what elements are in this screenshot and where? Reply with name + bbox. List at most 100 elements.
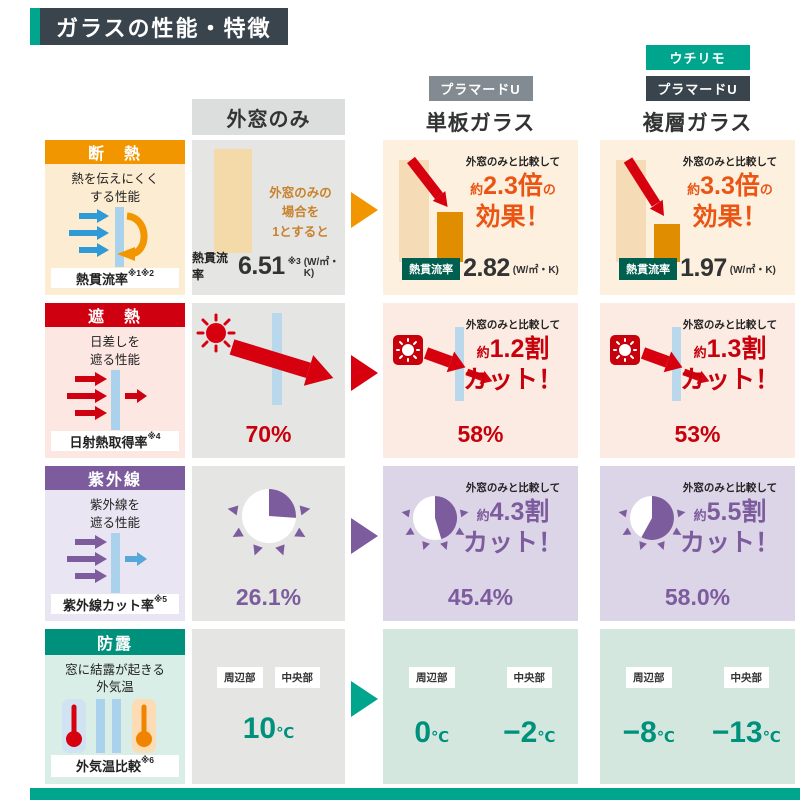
compare-note: 外窓のみと比較して [682,156,778,168]
zone-temps: 周辺部 0℃ 中央部 −2℃ [383,629,578,784]
effect-factor: 1.2割 [489,335,550,364]
shading-title: 遮 熱 [45,303,185,327]
uv-label-box: 紫外線 紫外線を 遮る性能 紫外線カット率 ※5 [45,466,185,621]
sun-through-glass-icon [196,313,333,405]
temp-number: −13 [711,716,763,749]
thermal-value-line: 熱貫流率 6.51 ※3 (W/㎡・K) [192,249,345,283]
metric-label: 熱貫流率 [192,251,229,282]
temp-number: 0 [414,716,431,749]
solar-heat-gain-value: 58% [457,421,504,447]
plamard-badge-double: プラマードU [645,76,750,101]
double-glass-header: 複層ガラス [642,112,753,135]
compare-note: 外窓のみと比較して [682,482,778,494]
insulation-icon [65,206,165,268]
metric-badge: 熱貫流率 [402,257,461,280]
temp-unit: ℃ [537,729,556,746]
flow-arrow-shading [350,355,378,391]
effect-word: カット！ [462,529,563,558]
condensation-desc: 窓に結露が起きる 外気温 [65,662,165,695]
effect-factor: 3.3倍 [700,172,760,201]
metric-footnote: ※1※2 [128,267,154,278]
thermometer-icon [60,697,170,755]
temperature-value: −2℃ [503,716,555,750]
insulation-outer-cell: 外窓のみの 場合を 1とすると 熱貫流率 6.51 ※3 (W/㎡・K) [192,140,345,295]
edge-zone: 周辺部 −8℃ [600,629,698,784]
particle: の [542,182,556,198]
solar-heat-gain-value: 53% [674,421,721,447]
effect-text: 外窓のみと比較して 約4.3割 カット！ [452,482,574,560]
page-title-text: ガラスの性能・特徴 [40,8,288,45]
temp-unit: ℃ [762,729,781,746]
effect-factor: 2.3倍 [483,172,543,201]
temp-unit: ℃ [656,729,675,746]
uv-pie-sun-icon [227,489,310,556]
insulation-desc: 熱を伝えにくく する性能 [71,172,159,204]
insulation-label-box: 断 熱 熱を伝えにくく する性能 熱貫流率 ※1※2 [45,140,185,295]
metric-label: 日射熱取得率 [69,434,148,450]
uv-cut-value: 45.4% [447,584,514,610]
center-zone: 中央部 −13℃ [698,629,796,784]
sun-through-glass-icon [393,327,493,401]
uv-icon [65,532,165,594]
approx-prefix: 約 [470,182,484,198]
flow-arrow-uv [350,518,378,554]
condensation-metric-name: 外気温比較 ※6 [51,754,179,777]
approx-prefix: 約 [693,508,707,524]
temp-number: −2 [503,716,538,749]
edge-zone-label: 周辺部 [217,667,263,688]
shading-single-cell: 外窓のみと比較して 約1.2割 カット！ 58% [383,303,578,458]
effect-factor: 1.3割 [706,335,767,364]
page-title: ガラスの性能・特徴 [30,8,288,45]
temp-number: −8 [622,716,657,749]
metric-footnote: ※5 [154,593,167,604]
baseline-bar [214,149,252,253]
flow-arrow-insulation [350,192,378,228]
temperature-value: −8℃ [623,716,675,750]
insulation-single-cell: 外窓のみと比較して 約2.3倍の 効果！ 熱貫流率 2.82 (W/㎡・K) [383,140,578,295]
effect-text: 外窓のみと比較して 約3.3倍の 効果！ [669,156,791,234]
particle: の [759,182,773,198]
zone-temps: 周辺部 −8℃ 中央部 −13℃ [600,629,795,784]
single-glass-header: 単板ガラス [425,112,536,135]
metric-footnote: ※6 [141,755,154,766]
condensation-double-cell: 周辺部 −8℃ 中央部 −13℃ [600,629,795,784]
condensation-outer-cell: 周辺部 中央部 10℃ [192,629,345,784]
center-zone-label: 中央部 [723,667,769,688]
uv-cut-value: 58.0% [664,584,731,610]
effect-text: 外窓のみと比較して 約5.5割 カット！ [669,482,791,560]
metric-label: 外気温比較 [75,759,141,775]
approx-prefix: 約 [693,345,707,361]
uv-double-cell: 外窓のみと比較して 約5.5割 カット！ 58.0% [600,466,795,621]
value-unit: (W/㎡・K) [303,257,340,279]
edge-zone: 周辺部 0℃ [383,629,481,784]
flow-arrow-condensation [350,681,378,717]
uv-pie-sun-icon [618,496,686,550]
center-zone-label: 中央部 [506,667,552,688]
thermal-transmittance-value: 6.51 [238,251,285,280]
baseline-note: 外窓のみの 場合を 1とすると [269,186,332,239]
center-zone-label: 中央部 [274,667,320,688]
effect-word: カット！ [462,366,563,395]
approx-prefix: 約 [476,508,490,524]
condensation-single-cell: 周辺部 0℃ 中央部 −2℃ [383,629,578,784]
column-header-double: ウチリモ プラマードU 複層ガラス [600,40,795,140]
approx-prefix: 約 [476,345,490,361]
effect-word: 効果！ [475,203,551,232]
bar-comparison-chart [399,156,463,262]
compare-note: 外窓のみと比較して [682,319,778,331]
temp-unit: ℃ [431,729,450,746]
insulation-double-cell: 外窓のみと比較して 約3.3倍の 効果！ 熱貫流率 1.97 (W/㎡・K) [600,140,795,295]
thermal-transmittance-value: 1.97 [680,254,727,282]
insulation-title: 断 熱 [45,140,185,164]
title-accent-bar [30,8,40,45]
edge-zone-label: 周辺部 [626,667,672,688]
uv-outer-cell: 26.1% [192,466,345,621]
condensation-title: 防露 [45,629,185,655]
uv-pie-sun-icon [401,495,469,550]
outer-window-header: 外窓のみ [192,99,345,135]
metric-footnote: ※4 [147,430,161,441]
approx-prefix: 約 [687,182,701,198]
sun-through-glass-icon [610,327,710,401]
compare-note: 外窓のみと比較して [465,482,561,494]
